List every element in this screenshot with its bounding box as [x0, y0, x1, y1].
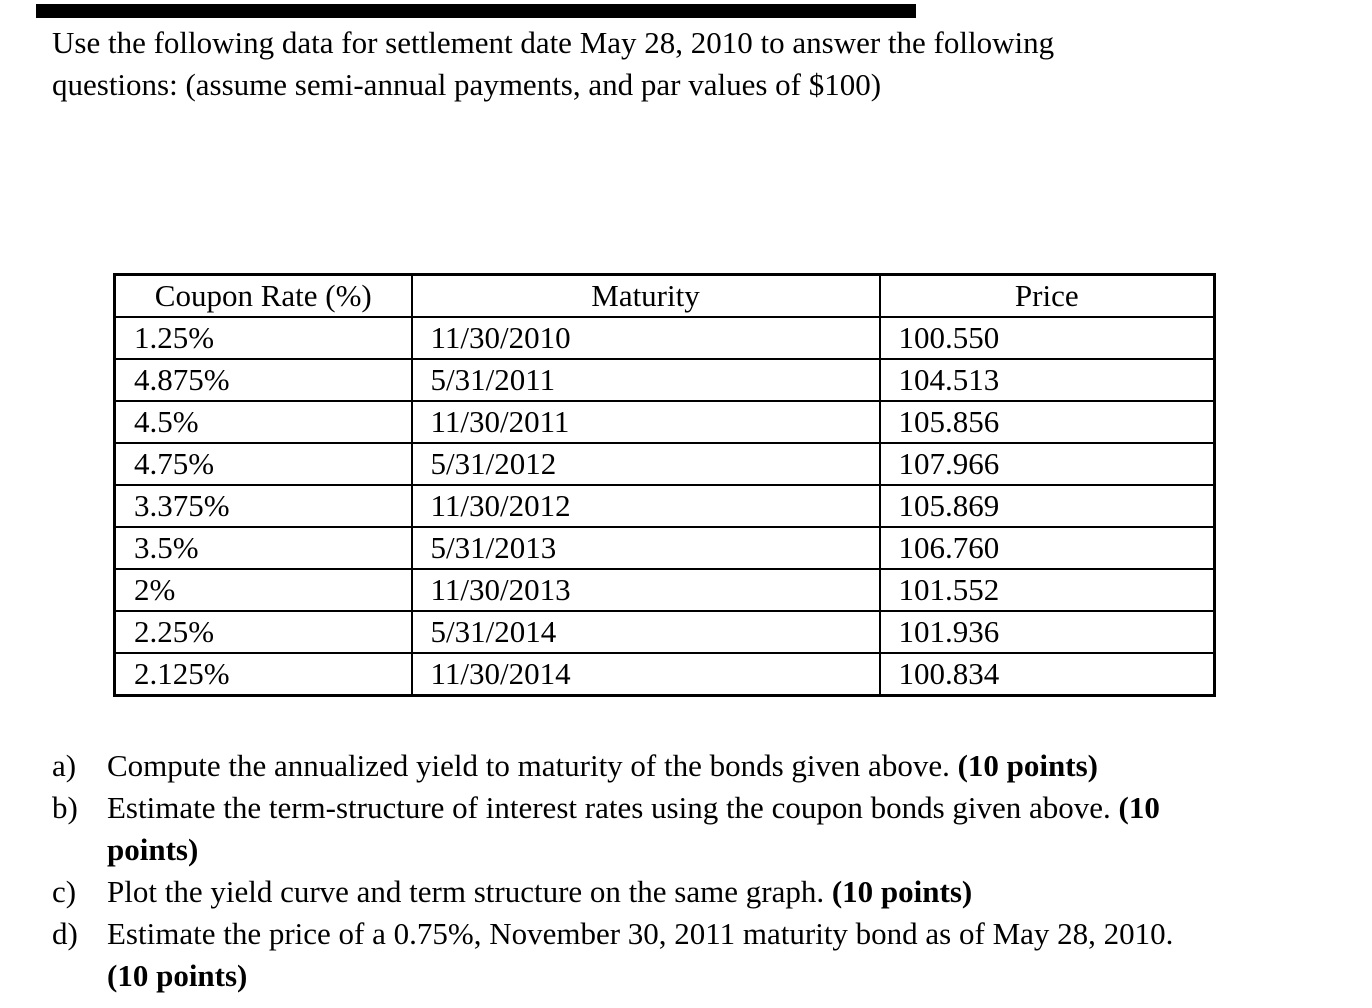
question-item: b) Estimate the term-structure of interes… — [52, 787, 1352, 871]
column-header-coupon-rate: Coupon Rate (%) — [113, 273, 413, 318]
maturity-cell: 11/30/2012 — [410, 484, 881, 528]
bond-data-table: Coupon Rate (%) Maturity Price 1.25% 11/3… — [113, 273, 1216, 697]
price-cell: 100.550 — [878, 316, 1216, 360]
table-row: 3.375% 11/30/2012 105.869 — [113, 484, 1216, 528]
question-text: Estimate the term-structure of interest … — [107, 787, 1352, 871]
price-cell: 104.513 — [878, 358, 1216, 402]
question-text-segment: Estimate the price of a 0.75%, November … — [107, 916, 1174, 951]
maturity-cell: 5/31/2013 — [410, 526, 881, 570]
maturity-cell: 5/31/2012 — [410, 442, 881, 486]
question-text: Plot the yield curve and term structure … — [107, 871, 1352, 913]
column-header-price: Price — [878, 273, 1216, 318]
table-row: 4.875% 5/31/2011 104.513 — [113, 358, 1216, 402]
maturity-cell: 11/30/2011 — [410, 400, 881, 444]
price-cell: 106.760 — [878, 526, 1216, 570]
price-cell: 101.936 — [878, 610, 1216, 654]
intro-line-1: Use the following data for settlement da… — [52, 25, 1055, 60]
maturity-cell: 5/31/2011 — [410, 358, 881, 402]
question-text-segment: Compute the annualized yield to maturity… — [107, 748, 958, 783]
coupon-rate-cell: 2% — [113, 568, 413, 612]
coupon-rate-cell: 3.375% — [113, 484, 413, 528]
question-label: b) — [52, 790, 78, 825]
question-text-segment: Plot the yield curve and term structure … — [107, 874, 832, 909]
table-row: 2.25% 5/31/2014 101.936 — [113, 610, 1216, 654]
intro-line-2: questions: (assume semi-annual payments,… — [52, 67, 882, 102]
question-label: c) — [52, 874, 77, 909]
question-item: a) Compute the annualized yield to maturi… — [52, 745, 1352, 787]
table-row: 4.75% 5/31/2012 107.966 — [113, 442, 1216, 486]
table-header-row: Coupon Rate (%) Maturity Price — [113, 273, 1216, 318]
question-text: Estimate the price of a 0.75%, November … — [107, 913, 1352, 997]
question-text-segment: Estimate the term-structure of interest … — [107, 790, 1119, 825]
question-points: points) — [107, 832, 199, 867]
question-points: (10 — [1118, 790, 1160, 825]
maturity-cell: 5/31/2014 — [410, 610, 881, 654]
table-row: 4.5% 11/30/2011 105.856 — [113, 400, 1216, 444]
coupon-rate-cell: 4.75% — [113, 442, 413, 486]
coupon-rate-cell: 2.25% — [113, 610, 413, 654]
question-points: (10 points) — [107, 958, 248, 993]
price-cell: 107.966 — [878, 442, 1216, 486]
table-row: 1.25% 11/30/2010 100.550 — [113, 316, 1216, 360]
question-points: (10 points) — [831, 874, 973, 909]
maturity-cell: 11/30/2014 — [410, 652, 881, 697]
maturity-cell: 11/30/2010 — [410, 316, 881, 360]
coupon-rate-cell: 3.5% — [113, 526, 413, 570]
price-cell: 105.856 — [878, 400, 1216, 444]
question-points: (10 points) — [957, 748, 1098, 783]
question-text: Compute the annualized yield to maturity… — [107, 745, 1352, 787]
coupon-rate-cell: 1.25% — [113, 316, 413, 360]
question-item: d) Estimate the price of a 0.75%, Novembe… — [52, 913, 1352, 997]
maturity-cell: 11/30/2013 — [410, 568, 881, 612]
coupon-rate-cell: 4.5% — [113, 400, 413, 444]
table-row: 2% 11/30/2013 101.552 — [113, 568, 1216, 612]
intro-paragraph: Use the following data for settlement da… — [52, 22, 1332, 106]
price-cell: 101.552 — [878, 568, 1216, 612]
column-header-maturity: Maturity — [410, 273, 881, 318]
redaction-bar — [36, 4, 916, 18]
price-cell: 100.834 — [878, 652, 1216, 697]
questions-list: a) Compute the annualized yield to maturi… — [52, 745, 1352, 997]
question-label: a) — [52, 748, 77, 783]
table-row: 2.125% 11/30/2014 100.834 — [113, 652, 1216, 697]
question-item: c) Plot the yield curve and term structur… — [52, 871, 1352, 913]
question-label: d) — [52, 916, 78, 951]
table-row: 3.5% 5/31/2013 106.760 — [113, 526, 1216, 570]
coupon-rate-cell: 4.875% — [113, 358, 413, 402]
coupon-rate-cell: 2.125% — [113, 652, 413, 697]
price-cell: 105.869 — [878, 484, 1216, 528]
